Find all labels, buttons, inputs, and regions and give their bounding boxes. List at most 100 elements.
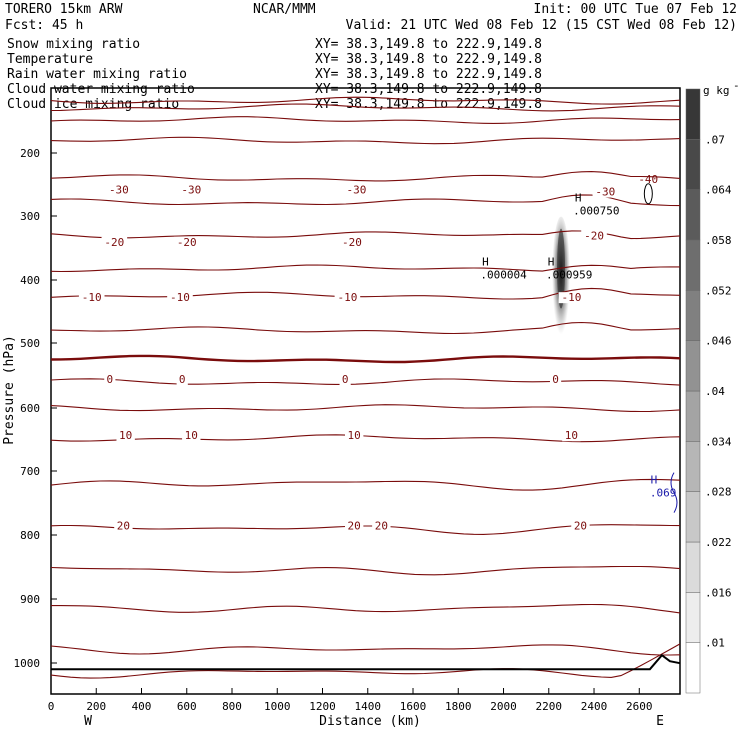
colorbar-swatch-8: [685, 239, 701, 291]
temp-contour-20: [50, 478, 681, 491]
cloud-water-contour: [670, 472, 678, 513]
colorbar-swatch-2: [685, 541, 701, 593]
colorbar-label-3: .028: [705, 486, 732, 499]
x-tick-label-10: 2000: [490, 700, 517, 713]
legend-section-3: XY= 38.3,149.8 to 222.9,149.8: [315, 82, 542, 97]
colorbar-swatch-0: [685, 642, 701, 694]
contour-label-bg-6: [339, 236, 365, 248]
temperature-contours: [50, 96, 681, 679]
legend-section-2: XY= 38.3,149.8 to 222.9,149.8: [315, 67, 542, 82]
colorbar-unit-exp: -1: [733, 79, 740, 92]
x-tick-label-9: 1800: [445, 700, 472, 713]
contour-label-23: 20: [574, 520, 587, 533]
contour-label-bg-12: [104, 374, 116, 385]
colorbar-unit: g kg: [703, 84, 730, 97]
y-axis-title: Pressure (hPa): [2, 335, 17, 445]
contour-label-bg-3: [592, 186, 619, 198]
contour-label-14: 0: [342, 373, 349, 386]
ice-contour: [643, 183, 653, 205]
contour-label-19: 10: [565, 429, 578, 442]
temp-contour-30: [50, 565, 681, 576]
contour-label-bg-8: [78, 292, 105, 304]
colorbar-label-2: .022: [705, 536, 732, 549]
contour-label-bg-13: [176, 374, 188, 385]
snow-max-value-0: .000004: [480, 269, 527, 282]
y-tick-label-7: 900: [20, 593, 40, 606]
temp-contour--5: [50, 321, 681, 335]
contour-label-3: -30: [595, 186, 615, 199]
forecast-hour: Fcst: 45 h: [5, 18, 83, 33]
snow-mixing-field: [552, 216, 571, 341]
legend-section-1: XY= 38.3,149.8 to 222.9,149.8: [315, 52, 542, 67]
colorbar-label-10: .07: [705, 133, 725, 146]
contour-label-18: 10: [348, 429, 361, 442]
contour-label-5: -20: [177, 236, 197, 249]
contour-label-10: -10: [337, 291, 357, 304]
contour-label-9: -10: [170, 291, 190, 304]
colorbar-swatch-6: [685, 340, 701, 392]
contour-label-1: -30: [181, 184, 201, 197]
temp-contour--50: [50, 96, 681, 105]
terrain-line: [51, 653, 681, 671]
contour-label-bg-20: [114, 520, 133, 532]
colorbar-label-6: .046: [705, 335, 732, 348]
contour-label-8: -10: [82, 291, 102, 304]
contour-label-bg-1: [178, 184, 205, 196]
colorbar-swatch-3: [685, 491, 701, 543]
contour-label-bg-10: [334, 292, 361, 304]
colorbar-swatch-10: [685, 139, 701, 190]
y-tick-label-8: 1000: [14, 657, 41, 670]
contour-label-bg-23: [571, 520, 590, 532]
colorbar-label-4: .034: [705, 435, 732, 448]
temp-contour-10: [50, 404, 681, 413]
legend-field-2: Rain water mixing ratio: [7, 67, 187, 82]
x-axis-title: Distance (km): [319, 714, 421, 729]
x-tick-label-2: 400: [132, 700, 152, 713]
contour-label-bg-2: [343, 184, 370, 196]
west-label: W: [84, 714, 92, 729]
snow-max-h-2: H: [575, 192, 582, 205]
y-tick-label-2: 400: [20, 274, 40, 287]
legend-field-1: Temperature: [7, 52, 93, 67]
temp-contour-40: [50, 644, 681, 656]
model-name: TORERO 15km ARW: [5, 2, 123, 17]
contour-label-bg-16: [116, 430, 135, 442]
y-tick-label-0: 200: [20, 147, 40, 160]
colorbar-swatch-9: [685, 189, 701, 241]
contour-label-21: 20: [348, 520, 361, 533]
y-tick-label-5: 700: [20, 465, 40, 478]
x-tick-label-7: 1400: [355, 700, 382, 713]
y-tick-label-3: 500: [20, 337, 40, 350]
contour-label-22: 20: [375, 520, 388, 533]
contour-label-bg-21: [344, 520, 364, 532]
contour-label-bg-17: [182, 430, 201, 442]
snow-max-h-0: H: [482, 256, 489, 269]
colorbar-label-7: .052: [705, 284, 732, 297]
contour-label-bg-11: [558, 292, 585, 304]
contour-label-11: -10: [561, 291, 581, 304]
temp-contour--25: [50, 194, 681, 207]
colorbar: .01 .016 .022 .028 .034 .04 .046 .052 .058 .064 .0…: [685, 79, 740, 694]
contour-label-20: 20: [117, 520, 130, 533]
x-tick-label-0: 0: [48, 700, 55, 713]
contour-label-16: 10: [119, 429, 132, 442]
contour-label-bg-18: [344, 430, 364, 442]
temp-contour-35: [51, 603, 681, 614]
x-tick-label-1: 200: [86, 700, 106, 713]
org-name: NCAR/MMM: [253, 2, 316, 17]
y-tick-label-6: 800: [20, 529, 40, 542]
temp-contour-5: [50, 378, 681, 386]
y-tick-label-1: 300: [20, 210, 40, 223]
snow-max-h-1: H: [548, 256, 555, 269]
temp-contour--20: [50, 230, 681, 240]
legend-field-4: Cloud ice mixing ratio: [7, 97, 179, 112]
snow-max-value-1: .000959: [546, 269, 592, 282]
temp-contour--40: [50, 116, 681, 124]
plot-frame: [50, 87, 681, 695]
colorbar-label-8: .058: [705, 234, 732, 247]
contour-label-12: 0: [107, 373, 114, 386]
contour-label-17: 10: [185, 429, 198, 442]
colorbar-label-0: .01: [705, 637, 725, 650]
legend-field-3: Cloud water mixing ratio: [7, 82, 195, 97]
